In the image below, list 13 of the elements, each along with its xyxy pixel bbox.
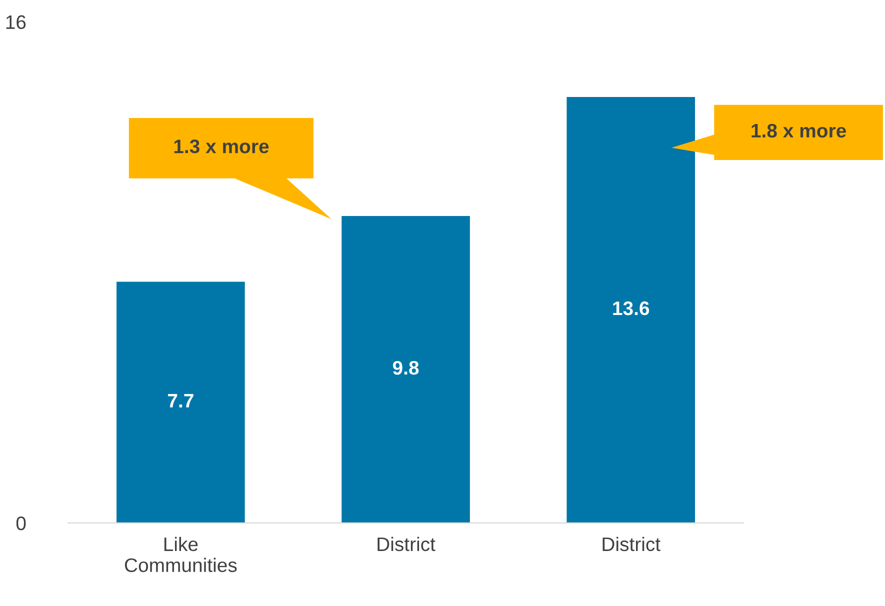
annotation: 1.3 x more xyxy=(174,139,269,154)
y-tick-label: 16 xyxy=(6,15,26,30)
x-tick-label: Like Communities xyxy=(124,536,237,572)
bar xyxy=(116,282,245,523)
y-tick-label: 0 xyxy=(16,516,26,530)
bar xyxy=(566,96,696,523)
x-tick-label: District xyxy=(378,536,436,552)
x-tick-label: District xyxy=(602,536,660,552)
bar xyxy=(342,216,470,523)
data-label: 7.7 xyxy=(168,394,194,408)
text: 1.8 x more xyxy=(752,124,846,138)
data-label: 9.8 xyxy=(392,360,419,375)
data-label: 13.6 xyxy=(613,301,650,316)
